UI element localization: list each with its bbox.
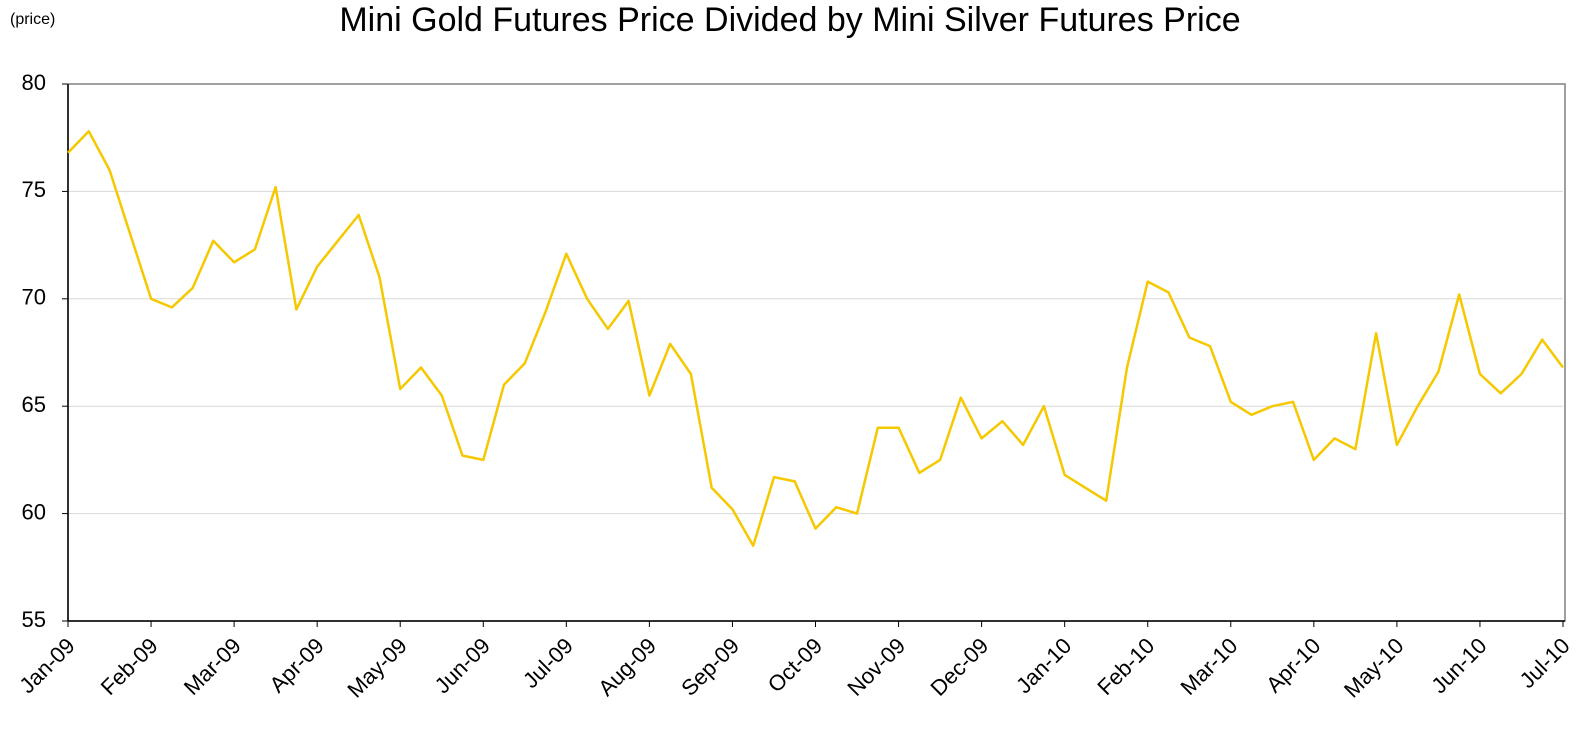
- y-tick-label: 80: [22, 70, 46, 95]
- x-tick-label: Jul-09: [518, 633, 578, 693]
- y-tick-label: 70: [22, 285, 46, 310]
- x-tick-label: Feb-09: [96, 633, 163, 700]
- x-tick-label: May-09: [342, 633, 412, 703]
- x-tick-label: Mar-10: [1175, 633, 1242, 700]
- y-tick-label: 65: [22, 392, 46, 417]
- x-tick-label: Jan-09: [14, 633, 79, 698]
- x-tick-label: Jan-10: [1011, 633, 1076, 698]
- x-tick-label: Aug-09: [593, 633, 661, 701]
- chart-title: Mini Gold Futures Price Divided by Mini …: [339, 1, 1240, 39]
- x-tick-label: Jul-10: [1515, 633, 1575, 693]
- y-tick-label: 60: [22, 499, 46, 524]
- line: [67, 130, 1565, 548]
- x-tick-label: Nov-09: [842, 633, 910, 701]
- x-tick-label: Feb-10: [1092, 633, 1159, 700]
- x-tick-label: Mar-09: [179, 633, 246, 700]
- x-tick-label: Dec-09: [925, 633, 993, 701]
- x-tick-label: Jun-10: [1426, 633, 1491, 698]
- y-tick-label: 55: [22, 607, 46, 632]
- y-axis-label: (price): [10, 11, 55, 28]
- x-tick-label: Apr-10: [1261, 633, 1325, 697]
- x-tick-label: Oct-09: [763, 633, 827, 697]
- x-tick-label: Apr-09: [264, 633, 328, 697]
- x-tick-label: Sep-09: [676, 633, 744, 701]
- x-tick-label: Jun-09: [430, 633, 495, 698]
- plot-border: [67, 83, 1566, 622]
- y-tick-label: 75: [22, 177, 46, 202]
- x-tick-label: May-10: [1339, 633, 1409, 703]
